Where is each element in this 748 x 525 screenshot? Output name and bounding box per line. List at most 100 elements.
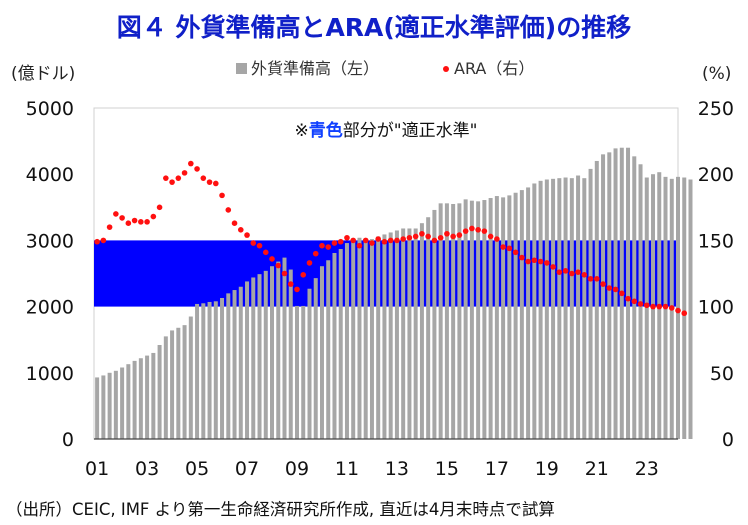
ara-point xyxy=(606,285,613,291)
right-tick-label: 50 xyxy=(710,363,734,385)
reserve-bar xyxy=(195,303,200,439)
reserve-bar xyxy=(376,236,381,439)
reserve-bar xyxy=(313,278,318,439)
reserve-bar xyxy=(176,327,181,439)
ara-point xyxy=(412,233,419,240)
reserve-bar xyxy=(245,281,250,439)
reserve-bar xyxy=(107,372,112,439)
reserve-bar xyxy=(163,336,168,439)
ara-point xyxy=(188,160,194,167)
left-tick-label: 5000 xyxy=(26,98,74,120)
ara-point xyxy=(419,230,425,237)
reserve-bar xyxy=(113,370,118,439)
reserve-bar xyxy=(382,234,387,439)
reserve-bar xyxy=(344,243,349,439)
ara-point xyxy=(431,237,438,244)
reserve-bar xyxy=(282,257,287,439)
reserve-bar xyxy=(551,178,556,439)
ara-point xyxy=(650,303,656,310)
reserve-bar xyxy=(307,288,312,439)
ara-point xyxy=(250,240,257,246)
ara-point xyxy=(656,303,663,310)
reserve-bar xyxy=(569,178,574,440)
x-tick-label: 07 xyxy=(235,458,259,480)
ara-point xyxy=(519,254,525,261)
reserve-bar xyxy=(513,192,518,439)
ara-point xyxy=(131,217,138,224)
ara-point xyxy=(269,256,275,262)
ara-point xyxy=(287,281,294,287)
reserve-bar xyxy=(419,223,424,439)
ara-point xyxy=(213,180,219,187)
ara-point xyxy=(625,295,631,302)
x-tick-label: 11 xyxy=(335,458,359,480)
reserve-bar xyxy=(188,316,193,439)
reserve-bar xyxy=(270,266,275,439)
right-tick-label: 0 xyxy=(722,429,734,451)
reserve-bar xyxy=(401,228,406,439)
ara-point xyxy=(156,204,163,211)
reserve-bar xyxy=(301,305,306,439)
reserve-bar xyxy=(151,352,156,439)
reserve-bar xyxy=(607,152,612,439)
chart-title: 図４ 外貨準備高とARA(適正水準評価)の推移 xyxy=(117,13,632,42)
reserve-bar xyxy=(438,203,443,439)
reserve-bar xyxy=(288,269,293,439)
reserve-bar xyxy=(594,160,599,439)
x-tick-label: 03 xyxy=(135,458,159,480)
right-tick-label: 250 xyxy=(698,98,734,120)
left-tick-label: 4000 xyxy=(26,164,74,186)
ara-point xyxy=(469,225,475,232)
reserve-bar xyxy=(682,177,687,439)
reserve-bar xyxy=(207,301,212,439)
reserve-bar xyxy=(407,228,412,439)
ara-point xyxy=(306,260,313,266)
ara-point xyxy=(381,238,388,245)
reserve-bar xyxy=(263,270,268,439)
reserve-bar xyxy=(451,203,456,439)
reserve-bar xyxy=(363,240,368,439)
x-tick-label: 09 xyxy=(285,458,309,480)
reserve-bar xyxy=(576,175,581,439)
x-tick-label: 17 xyxy=(485,458,509,480)
ara-point xyxy=(319,242,325,249)
ara-point xyxy=(356,242,363,249)
ara-point xyxy=(550,264,556,270)
ara-point xyxy=(456,232,463,238)
ara-point xyxy=(231,220,238,226)
ara-point xyxy=(94,238,100,245)
ara-point xyxy=(119,215,125,221)
ara-point xyxy=(537,258,544,265)
ara-point xyxy=(138,219,144,225)
left-tick-label: 1000 xyxy=(26,363,74,385)
reserve-bar xyxy=(582,178,587,440)
x-axis-ticks: 01 03 05 07 09 11 13 15 17 19 21 23 xyxy=(85,458,659,480)
x-tick-label: 05 xyxy=(185,458,209,480)
reserve-bar xyxy=(226,293,231,439)
reserve-bar xyxy=(170,330,175,439)
ara-point xyxy=(475,227,481,233)
reserve-bar xyxy=(432,209,437,439)
ara-point xyxy=(668,305,675,311)
ara-point xyxy=(494,236,500,242)
reserve-bar xyxy=(507,195,512,439)
ara-point xyxy=(113,211,119,217)
ara-point xyxy=(450,233,456,240)
ara-point xyxy=(387,237,394,244)
ara-point xyxy=(325,244,332,250)
reserve-bar xyxy=(613,148,618,439)
legend: 外貨準備高（左） ARA（右） xyxy=(236,59,534,78)
x-tick-label: 21 xyxy=(585,458,609,480)
ara-point xyxy=(444,230,450,237)
ara-point xyxy=(500,244,506,250)
ara-point xyxy=(531,257,538,264)
ara-point xyxy=(150,213,157,220)
x-tick-label: 13 xyxy=(385,458,409,480)
reserve-bar xyxy=(469,200,474,439)
ara-point xyxy=(294,286,300,293)
reserve-bar xyxy=(538,180,543,439)
left-axis-ticks: 0 1000 2000 3000 4000 5000 xyxy=(26,98,74,451)
reserve-bar xyxy=(232,290,237,439)
reserve-bar xyxy=(138,358,143,439)
